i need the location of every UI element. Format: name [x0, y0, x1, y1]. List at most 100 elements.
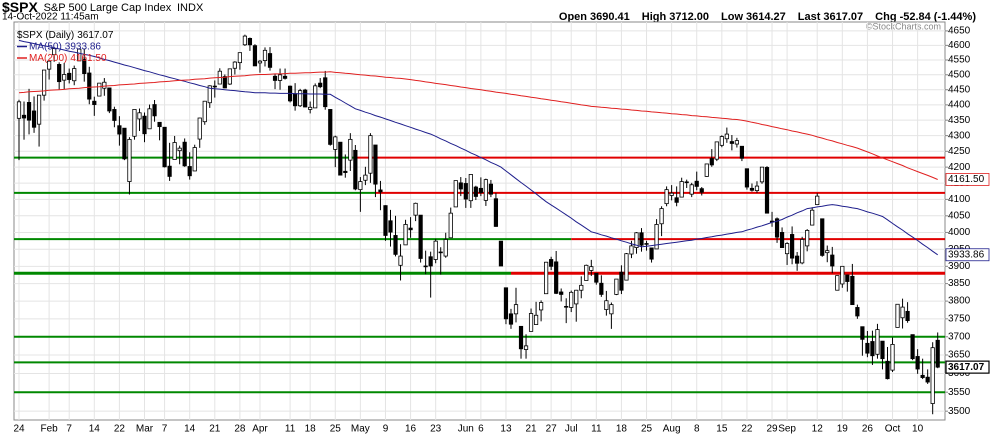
candle-body	[298, 90, 303, 107]
y-tick-label: 4400	[948, 100, 971, 111]
candle-body	[533, 314, 539, 325]
candle-body	[137, 112, 142, 120]
candle-body	[845, 274, 850, 282]
candle-body	[800, 239, 805, 264]
candle-body	[277, 74, 283, 81]
candle-body	[498, 240, 504, 267]
candle-body	[749, 187, 755, 191]
candle-body	[272, 75, 278, 81]
x-tick-label: 25	[641, 424, 653, 435]
candle-body	[87, 72, 92, 100]
candle-body	[192, 147, 197, 172]
candle-body	[463, 183, 468, 200]
quote-value: -52.84 (-1.44%)	[900, 11, 977, 23]
x-tick-label: 8	[694, 424, 700, 435]
candle-body	[604, 300, 609, 310]
candle-body	[669, 192, 674, 196]
y-tick-label: 3900	[948, 261, 971, 272]
candle-body	[97, 82, 102, 97]
x-tick-label: 11	[285, 424, 296, 435]
candle-body	[132, 109, 137, 137]
y-tick-label: 3550	[948, 387, 971, 398]
y-tick-label: 3700	[948, 331, 971, 342]
quote-value: 3690.41	[590, 11, 630, 23]
last-value-label: 3617.07	[948, 362, 985, 373]
candle-body	[935, 339, 940, 368]
candle-body	[182, 141, 187, 167]
candle-body	[528, 313, 534, 332]
x-tick-label: 15	[716, 424, 728, 435]
candle-body	[724, 133, 729, 140]
candle-body	[202, 100, 207, 123]
candle-body	[694, 180, 699, 187]
x-tick-label: 14	[89, 424, 101, 435]
candle-body	[423, 265, 428, 268]
candle-body	[122, 127, 127, 160]
candle-body	[639, 232, 644, 246]
legend-entry: MA(50) 3933.86	[29, 41, 101, 52]
candle-body	[875, 329, 880, 355]
x-tick-label: Jul	[565, 424, 578, 435]
candle-body	[368, 135, 373, 174]
candle-body	[860, 326, 865, 340]
candle-body	[473, 186, 478, 197]
x-tick-label: Jun	[458, 424, 474, 435]
timestamp: 14-Oct-2022 11:45am	[2, 12, 99, 23]
candle-body	[649, 247, 654, 260]
candle-body	[62, 74, 67, 81]
candle-body	[488, 183, 494, 195]
last-value-tag	[945, 173, 990, 186]
y-tick-label: 4250	[948, 146, 971, 157]
legend-name: MA(200)	[29, 53, 67, 64]
symbol: $SPX	[2, 0, 38, 15]
candle-body	[303, 89, 308, 108]
candle-body	[503, 287, 509, 320]
candle-body	[905, 310, 910, 322]
quote-label: Low	[721, 11, 743, 23]
x-tick-label: 12	[812, 424, 824, 435]
x-tick-label: 19	[837, 424, 849, 435]
candle-body	[815, 195, 820, 206]
candle-body	[57, 64, 62, 83]
quote-label: Last	[798, 11, 821, 23]
candle-body	[704, 163, 709, 177]
candle-body	[77, 48, 82, 62]
candle-body	[930, 347, 935, 404]
candle-body	[549, 259, 554, 267]
candle-body	[880, 340, 885, 360]
candle-body	[689, 184, 694, 195]
exchange: INDX	[177, 2, 204, 14]
candle-body	[267, 53, 273, 68]
x-tick-label: 24	[13, 424, 25, 435]
candle-body	[810, 209, 815, 226]
x-tick-label: Oct	[885, 424, 901, 435]
x-tick-label: 10	[912, 424, 924, 435]
y-tick-label: 3750	[948, 313, 971, 324]
candle-body	[333, 136, 338, 150]
candle-body	[589, 266, 594, 271]
candle-body	[825, 250, 830, 254]
y-tick-label: 3850	[948, 278, 971, 289]
candle-body	[408, 227, 413, 231]
candle-body	[493, 198, 499, 227]
candle-body	[684, 181, 689, 184]
candle-body	[262, 49, 268, 61]
candle-body	[418, 214, 423, 259]
candle-body	[554, 261, 559, 294]
candle-body	[544, 261, 549, 295]
x-tick-label: 9	[383, 424, 389, 435]
candle-body	[699, 188, 704, 193]
y-tick-label: 4350	[948, 115, 971, 126]
chart-title: $SPX S&P 500 Large Cap Index INDX	[2, 0, 204, 15]
candle-body	[438, 251, 443, 254]
x-tick-label: Mar	[136, 424, 154, 435]
candle-body	[177, 147, 182, 152]
x-tick-label: 22	[114, 424, 126, 435]
x-tick-label: 7	[66, 424, 72, 435]
candle-body	[318, 82, 323, 88]
candle-body	[569, 291, 574, 308]
candle-body	[805, 230, 810, 247]
candle-body	[539, 302, 544, 311]
quote-label: Chg	[875, 11, 896, 23]
candle-body	[714, 141, 719, 160]
